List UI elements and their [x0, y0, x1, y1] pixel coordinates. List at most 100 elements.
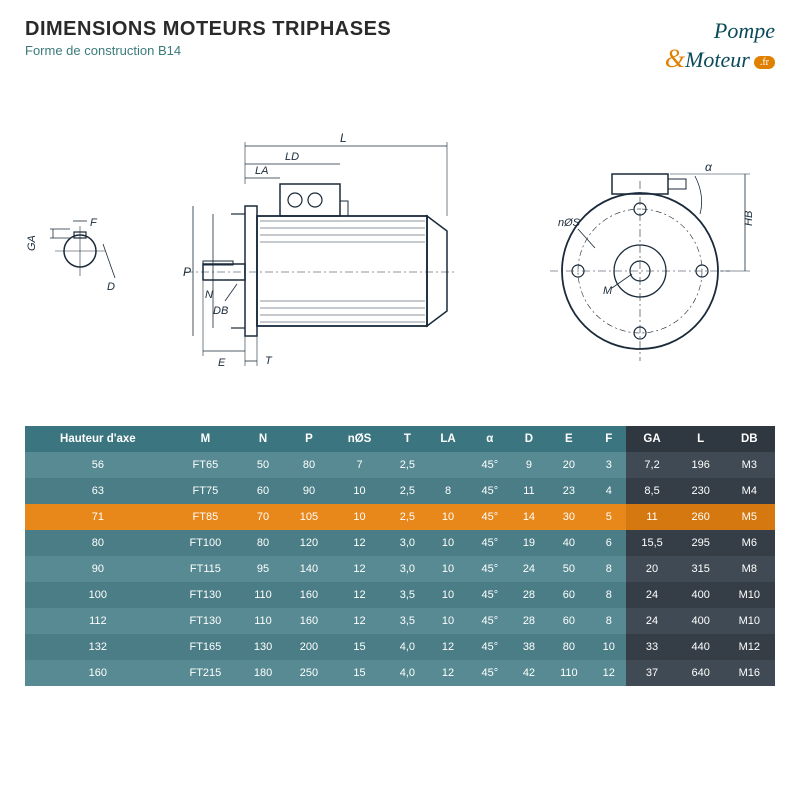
- table-cell: 10: [428, 608, 469, 634]
- table-cell: 400: [678, 608, 724, 634]
- table-cell: 80: [25, 530, 171, 556]
- logo-amp: &: [665, 44, 685, 74]
- table-cell: 8,5: [626, 478, 677, 504]
- label-nos: nØS: [558, 217, 581, 229]
- table-cell: 50: [547, 556, 592, 582]
- table-cell: 295: [678, 530, 724, 556]
- shaft-detail-diagram: GA F D: [25, 196, 135, 306]
- label-n: N: [205, 289, 213, 301]
- table-cell: 45°: [468, 556, 511, 582]
- table-cell: 12: [428, 660, 469, 686]
- table-cell: 12: [332, 582, 387, 608]
- table-cell: 10: [428, 530, 469, 556]
- table-cell: 12: [332, 556, 387, 582]
- table-cell: 11: [626, 504, 677, 530]
- table-cell: 90: [286, 478, 332, 504]
- table-cell: 112: [25, 608, 171, 634]
- table-cell: 8: [591, 608, 626, 634]
- table-cell: 4,0: [387, 634, 428, 660]
- table-cell: 45°: [468, 478, 511, 504]
- table-cell: FT165: [171, 634, 240, 660]
- table-cell: 9: [511, 452, 546, 478]
- col-header: α: [468, 426, 511, 452]
- table-cell: [428, 452, 469, 478]
- table-cell: 37: [626, 660, 677, 686]
- table-cell: FT130: [171, 608, 240, 634]
- label-hb: HB: [743, 211, 755, 226]
- table-cell: 45°: [468, 452, 511, 478]
- col-header: N: [240, 426, 286, 452]
- table-cell: 196: [678, 452, 724, 478]
- table-row: 112FT130110160123,51045°2860824400M10: [25, 608, 775, 634]
- table-cell: 20: [547, 452, 592, 478]
- col-header: D: [511, 426, 546, 452]
- flange-front-diagram: α nØS M HB: [540, 126, 760, 386]
- table-cell: 8: [591, 556, 626, 582]
- table-cell: 200: [286, 634, 332, 660]
- table-cell: 42: [511, 660, 546, 686]
- table-cell: FT100: [171, 530, 240, 556]
- table-cell: 45°: [468, 608, 511, 634]
- table-cell: 7: [332, 452, 387, 478]
- table-cell: 230: [678, 478, 724, 504]
- table-cell: 3,0: [387, 556, 428, 582]
- table-cell: M10: [724, 608, 775, 634]
- table-cell: 60: [240, 478, 286, 504]
- table-cell: 63: [25, 478, 171, 504]
- table-cell: 15: [332, 634, 387, 660]
- table-cell: FT115: [171, 556, 240, 582]
- table-cell: 5: [591, 504, 626, 530]
- page-subtitle: Forme de construction B14: [25, 43, 775, 58]
- table-cell: 4,0: [387, 660, 428, 686]
- table-cell: 10: [591, 634, 626, 660]
- label-l: L: [340, 131, 347, 145]
- table-cell: 10: [428, 504, 469, 530]
- table-row: 71FT8570105102,51045°1430511260M5: [25, 504, 775, 530]
- table-cell: 19: [511, 530, 546, 556]
- table-row: 63FT756090102,5845°112348,5230M4: [25, 478, 775, 504]
- table-cell: 2,5: [387, 504, 428, 530]
- col-header: F: [591, 426, 626, 452]
- table-cell: 71: [25, 504, 171, 530]
- table-cell: M16: [724, 660, 775, 686]
- col-header: P: [286, 426, 332, 452]
- table-cell: 315: [678, 556, 724, 582]
- label-alpha: α: [705, 160, 713, 174]
- col-header: nØS: [332, 426, 387, 452]
- table-cell: 440: [678, 634, 724, 660]
- table-cell: 6: [591, 530, 626, 556]
- col-header: LA: [428, 426, 469, 452]
- table-cell: 45°: [468, 582, 511, 608]
- table-cell: 160: [286, 608, 332, 634]
- col-header: GA: [626, 426, 677, 452]
- table-cell: 3,0: [387, 530, 428, 556]
- col-header: T: [387, 426, 428, 452]
- table-cell: 100: [25, 582, 171, 608]
- table-cell: 12: [332, 608, 387, 634]
- table-cell: 130: [240, 634, 286, 660]
- logo-pompe: Pompe: [714, 18, 775, 43]
- label-ga: GA: [26, 235, 38, 251]
- table-cell: 60: [547, 582, 592, 608]
- table-cell: M3: [724, 452, 775, 478]
- logo-fr: .fr: [754, 56, 775, 69]
- dimensions-table-wrap: Hauteur d'axeMNPnØSTLAαDEFGALDB 56FT6550…: [0, 426, 800, 686]
- table-row: 100FT130110160123,51045°2860824400M10: [25, 582, 775, 608]
- label-p: P: [183, 265, 191, 279]
- table-cell: 95: [240, 556, 286, 582]
- page-title: DIMENSIONS MOTEURS TRIPHASES: [25, 18, 775, 41]
- table-cell: 50: [240, 452, 286, 478]
- table-cell: 10: [332, 504, 387, 530]
- table-cell: 90: [25, 556, 171, 582]
- table-cell: 10: [428, 556, 469, 582]
- table-cell: 33: [626, 634, 677, 660]
- table-cell: 12: [428, 634, 469, 660]
- table-cell: 38: [511, 634, 546, 660]
- table-cell: 640: [678, 660, 724, 686]
- table-cell: 40: [547, 530, 592, 556]
- label-m: M: [603, 285, 613, 297]
- table-cell: 7,2: [626, 452, 677, 478]
- table-cell: 3,5: [387, 582, 428, 608]
- table-cell: 24: [511, 556, 546, 582]
- label-t: T: [265, 355, 273, 367]
